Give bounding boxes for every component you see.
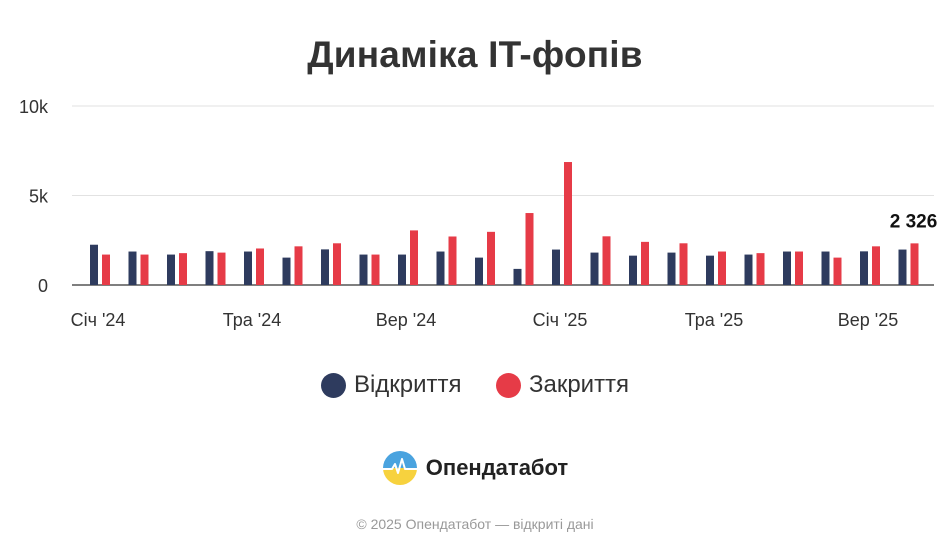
- bar-opened: [744, 254, 753, 285]
- x-tick-label: Тра '25: [685, 310, 743, 330]
- bar-closed: [872, 246, 880, 285]
- brand: Опендатабот: [0, 450, 950, 486]
- bar-closed: [179, 253, 187, 285]
- bar-closed: [718, 251, 726, 285]
- footer-copyright: © 2025 Опендатабот — відкриті дані: [356, 516, 594, 532]
- bar-closed: [333, 243, 341, 285]
- bar-opened: [436, 251, 445, 285]
- bar-closed: [525, 213, 534, 285]
- bar-closed: [910, 243, 919, 285]
- bar-opened: [90, 244, 98, 285]
- bar-opened: [282, 257, 291, 285]
- bar-closed: [256, 248, 264, 285]
- y-tick-label: 0: [38, 276, 48, 296]
- bar-closed: [756, 253, 765, 285]
- bar-opened: [860, 251, 868, 285]
- bar-opened: [359, 254, 368, 285]
- legend-marker-opened: [320, 372, 346, 398]
- legend-item-opened[interactable]: Відкриття: [320, 371, 462, 399]
- bar-opened: [475, 257, 483, 285]
- legend-item-closed[interactable]: Закриття: [495, 371, 630, 399]
- bar-closed: [679, 243, 688, 285]
- bar-closed: [294, 246, 303, 285]
- bar-opened: [552, 249, 560, 285]
- x-tick-label: Січ '25: [533, 310, 588, 330]
- legend-label-opened: Відкриття: [353, 371, 462, 398]
- bar-closed: [487, 231, 495, 285]
- opendatabot-logo-icon: [382, 451, 417, 485]
- bar-closed: [641, 241, 649, 285]
- bar-opened: [783, 251, 791, 285]
- bar-opened: [629, 255, 637, 285]
- bar-opened: [706, 255, 714, 285]
- bar-opened: [244, 251, 252, 285]
- x-tick-label: Тра '24: [223, 310, 281, 330]
- bar-closed: [795, 251, 803, 285]
- bar-closed: [371, 254, 380, 285]
- bar-closed: [564, 162, 572, 285]
- bar-opened: [128, 251, 137, 285]
- bar-closed: [448, 236, 457, 285]
- chart-legend: Відкриття Закриття: [0, 371, 950, 403]
- chart-title: Динаміка IT-фопів: [307, 34, 643, 75]
- legend-label-closed: Закриття: [528, 371, 630, 398]
- bar-closed: [833, 257, 842, 285]
- data-label: 2 326: [890, 211, 938, 232]
- bar-opened: [167, 254, 175, 285]
- bar-opened: [590, 252, 599, 285]
- y-tick-label: 10k: [19, 97, 49, 117]
- bar-opened: [398, 254, 406, 285]
- bar-opened: [821, 251, 830, 285]
- x-tick-label: Вер '25: [838, 310, 899, 330]
- bar-closed: [217, 252, 226, 285]
- bar-opened: [898, 249, 907, 285]
- bar-opened: [513, 268, 522, 285]
- legend-marker-closed: [495, 372, 521, 398]
- brand-name: Опендатабот: [425, 455, 569, 480]
- bar-closed: [410, 230, 418, 285]
- x-tick-label: Січ '24: [71, 310, 126, 330]
- bar-chart: 0 5k 10k Січ '24 Тра '24 Вер '24 Січ '25 Тра '2…: [19, 97, 938, 330]
- bar-opened: [205, 251, 214, 285]
- bar-opened: [321, 249, 329, 285]
- bar-closed: [140, 254, 149, 285]
- bar-closed: [102, 254, 110, 285]
- bar-closed: [602, 236, 611, 285]
- x-tick-label: Вер '24: [376, 310, 437, 330]
- y-tick-label: 5k: [29, 187, 49, 207]
- bar-opened: [667, 252, 676, 285]
